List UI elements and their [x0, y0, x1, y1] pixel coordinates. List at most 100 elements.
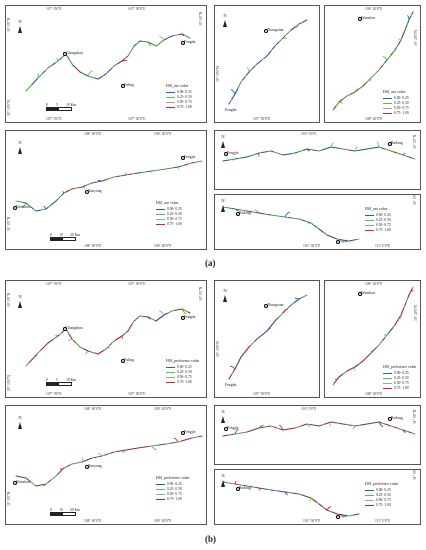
legend-row: 0.75- 1.00 — [156, 497, 189, 502]
city-marker-icon — [358, 292, 362, 296]
legend-label: 0.00- 0.25 — [167, 207, 182, 211]
city-marker-icon — [85, 190, 89, 194]
scale-label: 20 Km — [70, 233, 80, 237]
river-yangtze-tributary — [376, 141, 380, 148]
legend-swatch — [166, 101, 175, 104]
tick-label: 107° 0'0"E — [46, 117, 62, 121]
tick-label: 31° 0'0"N — [7, 491, 11, 506]
map-canvas — [15, 160, 203, 212]
river-yangtze-tributary — [105, 72, 107, 75]
north-label: N — [18, 294, 22, 299]
city-label: Wanzhou — [16, 205, 31, 209]
legend-label: 0.50- 0.75 — [167, 217, 182, 221]
arrow-icon — [223, 19, 227, 27]
legend-row: 0.25- 0.50 — [156, 212, 182, 217]
river-yangtze-tributary — [284, 491, 288, 496]
river-yangtze-tributary — [308, 222, 312, 225]
legend-row: 0.75- 1.00 — [365, 228, 391, 233]
tick-label: 108° 40'0"E — [84, 407, 102, 411]
legend-label: 0.50- 0.75 — [177, 375, 192, 379]
tick-label: 109° 20'0"E — [154, 519, 172, 523]
legend-swatch — [166, 371, 175, 374]
city-label: Zigui — [339, 514, 348, 518]
scale-graphic — [46, 382, 72, 386]
legend-swatch — [383, 377, 392, 380]
river-yangtze-tributary — [306, 148, 310, 152]
river-yangtze-tributary — [230, 89, 236, 95]
city-label: Badong — [391, 141, 403, 145]
tick-label: 108° 40'0"E — [84, 132, 102, 136]
legend-label: 0.75- 1.00 — [394, 386, 409, 390]
river-yangtze-bank — [228, 19, 308, 105]
river-yangtze-tributary — [258, 425, 264, 429]
legend-swatch — [365, 499, 374, 502]
north-label: N — [221, 473, 225, 478]
legend: HSI_preference value 0.00- 0.25 0.25- 0.50… — [166, 359, 199, 385]
legend-row: 0.00- 0.25 — [166, 90, 192, 95]
river-yangtze-tributary — [348, 514, 352, 517]
legend-row: 0.25- 0.50 — [166, 370, 199, 375]
tick-label: 110° 30'0"E — [303, 244, 321, 248]
legend-label: 0.75- 1.00 — [167, 222, 182, 226]
north-label: N — [18, 140, 22, 145]
tick-label: 110° 0'0"E — [301, 407, 317, 411]
legend-swatch — [156, 498, 165, 501]
legend-swatch — [166, 366, 175, 369]
river-yangtze-bank — [222, 421, 416, 437]
river-yangtze-tributary — [37, 72, 39, 79]
legend-row: 0.75- 1.00 — [166, 105, 192, 110]
river-yangtze-bank — [222, 481, 360, 517]
river-yangtze-tributary — [232, 158, 236, 161]
river-yangtze-tributary — [159, 310, 165, 316]
tick-label: 108° 20'0"E — [365, 7, 383, 11]
city-marker-icon — [264, 304, 268, 308]
legend-row: 0.50- 0.75 — [383, 106, 409, 111]
north-label: N — [223, 288, 227, 293]
river-yangtze-tributary — [266, 54, 268, 57]
legend-title: HSI_use value — [365, 207, 388, 211]
scale-bar: 0 5 10 Km — [46, 378, 76, 386]
river-yangtze-tributary — [181, 33, 185, 37]
legend-row: 0.25- 0.50 — [383, 376, 416, 381]
river-yangtze-bank — [15, 160, 203, 212]
city-marker-icon — [236, 212, 240, 216]
city-marker-icon — [181, 431, 185, 435]
legend-label: 0.75- 1.00 — [177, 105, 192, 109]
river-yangtze-tributary — [234, 480, 237, 485]
legend-row: 0.75- 1.00 — [383, 111, 409, 116]
legend-row: 0.75- 1.00 — [383, 386, 416, 391]
river-yangtze-tributary — [121, 335, 124, 339]
river-yangtze-tributary — [43, 205, 47, 210]
legend-row: 0.00- 0.25 — [383, 371, 416, 376]
legend-row: 0.75- 1.00 — [156, 222, 182, 227]
legend-row: 0.50- 0.75 — [365, 498, 398, 503]
city-label: Wanzhou — [361, 291, 376, 295]
river-yangtze-bank — [228, 294, 308, 380]
river-yangtze-tributary — [234, 208, 239, 211]
city-label: Wanzhou — [361, 16, 376, 20]
river-yangtze-tributary — [234, 428, 239, 435]
river-yangtze-tributary — [81, 186, 86, 189]
tick-label: 108° 40'0"E — [84, 244, 102, 248]
river-yangtze-bank — [222, 146, 416, 162]
river-yangtze-tributary — [254, 209, 260, 214]
river-yangtze-tributary — [122, 449, 127, 453]
legend-swatch — [383, 382, 392, 385]
legend-label: 0.00- 0.25 — [394, 371, 409, 375]
river-yangtze-tributary — [278, 424, 284, 431]
legend-label: 0.75- 1.00 — [376, 503, 391, 507]
tick-label: 108° 40'0"E — [84, 519, 102, 523]
legend-swatch — [166, 91, 175, 94]
north-label: N — [18, 415, 22, 420]
legend-swatch — [383, 102, 392, 105]
tick-label: 111° 0'0"E — [375, 519, 391, 523]
map-panel-wanzhou-fengjie: 108° 40'0"E 109° 20'0"E 108° 40'0"E 109° 20… — [5, 405, 207, 525]
tick-label: 29° 30'0"N — [7, 374, 11, 391]
map-canvas — [222, 206, 360, 242]
scale-bar: 0 5 10 Km — [46, 103, 76, 111]
legend-row: 0.00- 0.25 — [383, 96, 409, 101]
river-yangtze-tributary — [81, 456, 84, 463]
city-label: Fuling — [124, 358, 134, 362]
legend-swatch — [166, 96, 175, 99]
scale-label: 10 — [59, 508, 63, 512]
